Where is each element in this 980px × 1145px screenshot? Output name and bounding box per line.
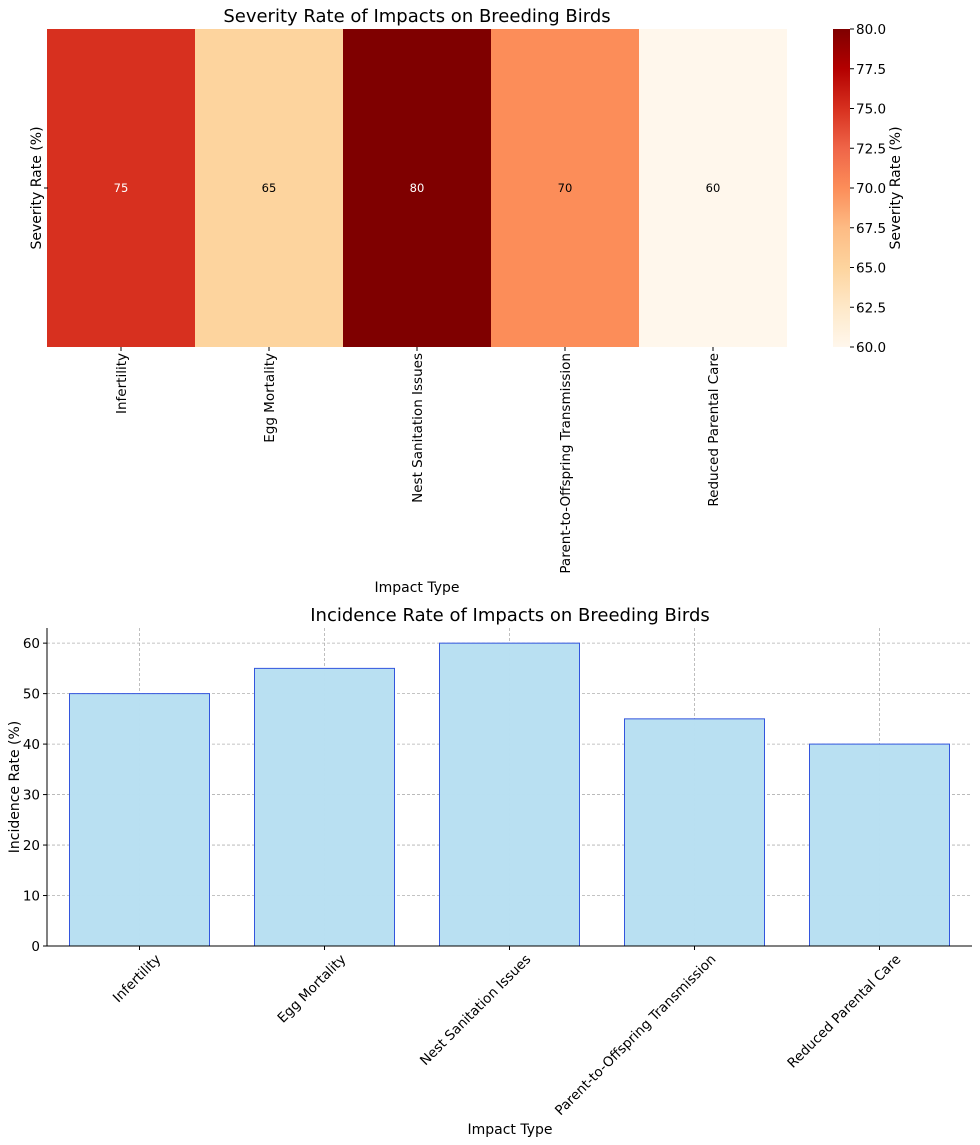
bar <box>624 718 765 947</box>
colorbar-tick-label: 80.0 <box>856 22 886 38</box>
bar-y-ticks: 0 10 20 30 40 50 60 <box>23 636 47 955</box>
bar <box>439 642 580 947</box>
heatmap-cell-label: 80 <box>410 181 425 195</box>
severity-heatmap: Severity Rate of Impacts on Breeding Bir… <box>29 6 904 596</box>
bar-y-tick-label: 0 <box>31 939 40 955</box>
bar-y-tick-label: 20 <box>23 838 40 854</box>
heatmap-cell-label: 75 <box>114 181 129 195</box>
heatmap-cell <box>639 29 787 347</box>
bar-title: Incidence Rate of Impacts on Breeding Bi… <box>310 605 710 626</box>
colorbar-tick-label: 75.0 <box>856 102 886 118</box>
bar <box>254 667 395 947</box>
bar-y-axis-label: Incidence Rate (%) <box>7 721 23 854</box>
colorbar-tick-label: 72.5 <box>856 141 886 157</box>
heatmap-cell-label: 70 <box>558 181 573 195</box>
bar-y-tick-label: 40 <box>23 737 40 753</box>
bar-y-tick-label: 60 <box>23 636 40 652</box>
colorbar-tick-label: 77.5 <box>856 62 886 78</box>
heatmap-cells: 75 65 80 70 60 <box>47 29 787 347</box>
bar-x-tick-label: Infertility <box>110 952 164 1006</box>
bar <box>809 743 950 947</box>
heatmap-cell <box>343 29 491 347</box>
bar-x-tick-label: Reduced Parental Care <box>784 952 904 1072</box>
heatmap-x-ticks: Infertility Egg Mortality Nest Sanitation … <box>114 347 722 574</box>
heatmap-x-tick-label: Infertility <box>114 353 130 414</box>
bar-x-tick-label: Nest Sanitation Issues <box>417 952 534 1069</box>
colorbar-ticks: 60.0 62.5 65.0 67.5 70.0 72.5 75.0 77.5 80.0 <box>850 22 886 356</box>
bar-y-tick-label: 50 <box>23 687 40 703</box>
heatmap-cell-label: 60 <box>706 181 721 195</box>
heatmap-cell <box>47 29 195 347</box>
heatmap-cell-label: 65 <box>262 181 277 195</box>
colorbar-tick-label: 60.0 <box>856 340 886 356</box>
colorbar-tick-label: 67.5 <box>856 221 886 237</box>
heatmap-title: Severity Rate of Impacts on Breeding Bir… <box>223 6 610 27</box>
bar-x-ticks: Infertility Egg Mortality Nest Sanitation … <box>110 946 904 1119</box>
heatmap-x-tick-label: Nest Sanitation Issues <box>410 353 426 503</box>
bar-x-tick-label: Parent-to-Offspring Transmission <box>552 952 719 1119</box>
heatmap-x-tick-label: Parent-to-Offspring Transmission <box>558 353 574 574</box>
bar-x-tick-label: Egg Mortality <box>275 952 350 1027</box>
heatmap-x-tick-label: Egg Mortality <box>262 353 278 443</box>
bar <box>69 693 210 947</box>
heatmap-cell <box>195 29 343 347</box>
bar-y-tick-label: 10 <box>23 889 40 905</box>
colorbar-tick-label: 65.0 <box>856 261 886 277</box>
colorbar-gradient <box>833 29 850 347</box>
colorbar-label: Severity Rate (%) <box>888 126 904 249</box>
heatmap-x-tick-label: Reduced Parental Care <box>706 353 722 507</box>
bar-x-axis-label: Impact Type <box>467 1122 552 1138</box>
heatmap-cell <box>491 29 639 347</box>
heatmap-y-axis-label: Severity Rate (%) <box>29 126 45 249</box>
bar-bars <box>69 642 950 947</box>
colorbar-tick-label: 62.5 <box>856 300 886 316</box>
colorbar-tick-label: 70.0 <box>856 181 886 197</box>
incidence-bar-chart: Incidence Rate of Impacts on Breeding Bi… <box>7 605 972 1138</box>
colorbar: 60.0 62.5 65.0 67.5 70.0 72.5 75.0 77.5 80.0 Sev… <box>833 22 904 356</box>
bar-y-tick-label: 30 <box>23 788 40 804</box>
heatmap-x-axis-label: Impact Type <box>374 580 459 596</box>
